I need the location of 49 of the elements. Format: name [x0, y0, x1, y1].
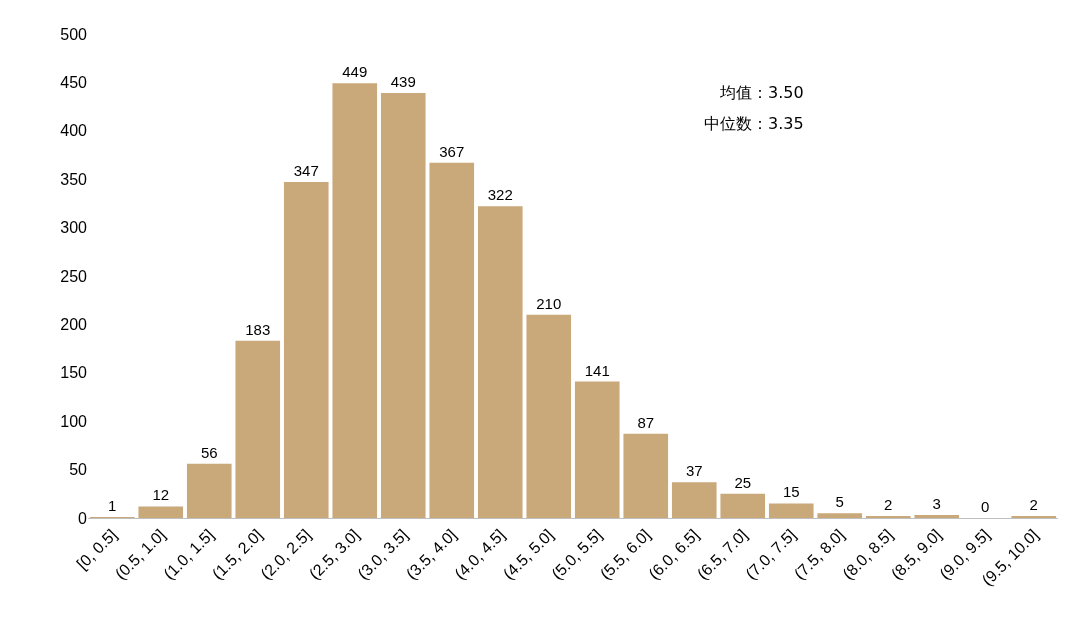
y-tick-label: 200: [60, 316, 88, 333]
bar: [817, 513, 863, 518]
data-label: 0: [981, 498, 990, 515]
bar: [429, 162, 475, 518]
bar: [574, 381, 620, 518]
data-label: 439: [390, 73, 416, 91]
y-tick-label: 300: [60, 219, 88, 237]
y-tick-label: 400: [60, 122, 88, 140]
y-tick-label: 0: [78, 509, 88, 527]
bar: [283, 182, 329, 518]
data-label: 2: [1029, 496, 1038, 513]
y-tick-label: 250: [60, 267, 88, 285]
data-label: 37: [685, 462, 703, 480]
data-label: 15: [782, 483, 800, 501]
data-label: 210: [536, 294, 562, 312]
bar: [671, 482, 717, 518]
bar: [332, 83, 378, 518]
data-label: 56: [200, 443, 218, 461]
data-label: 449: [342, 63, 368, 81]
bar: [768, 503, 814, 518]
bar: [477, 206, 523, 518]
bar: [623, 433, 669, 518]
y-tick-label: 150: [60, 364, 88, 382]
data-label: 5: [835, 493, 844, 511]
data-label: 3: [932, 495, 941, 513]
bar: [526, 314, 572, 518]
bar: [138, 506, 184, 518]
data-label: 87: [637, 413, 655, 431]
bar: [720, 493, 766, 518]
annotation: 中位数：3.35: [704, 114, 804, 133]
data-label: 322: [487, 186, 513, 204]
data-label: 183: [245, 320, 271, 338]
data-label: 12: [152, 486, 170, 504]
data-label: 2: [884, 496, 893, 513]
bar: [235, 340, 281, 518]
annotation: 均值：3.50: [719, 83, 804, 102]
bar: [380, 93, 426, 518]
bar: [186, 463, 232, 518]
y-tick-label: 50: [69, 461, 88, 479]
data-label: 367: [439, 142, 465, 160]
data-label: 141: [584, 361, 610, 379]
data-label: 1: [108, 497, 117, 514]
y-tick-label: 350: [60, 170, 88, 188]
bar: [914, 515, 960, 518]
data-label: 25: [734, 473, 752, 491]
y-tick-label: 100: [60, 412, 88, 430]
data-label: 347: [293, 162, 319, 180]
y-tick-label: 450: [60, 74, 88, 91]
y-tick-label: 500: [60, 25, 88, 43]
